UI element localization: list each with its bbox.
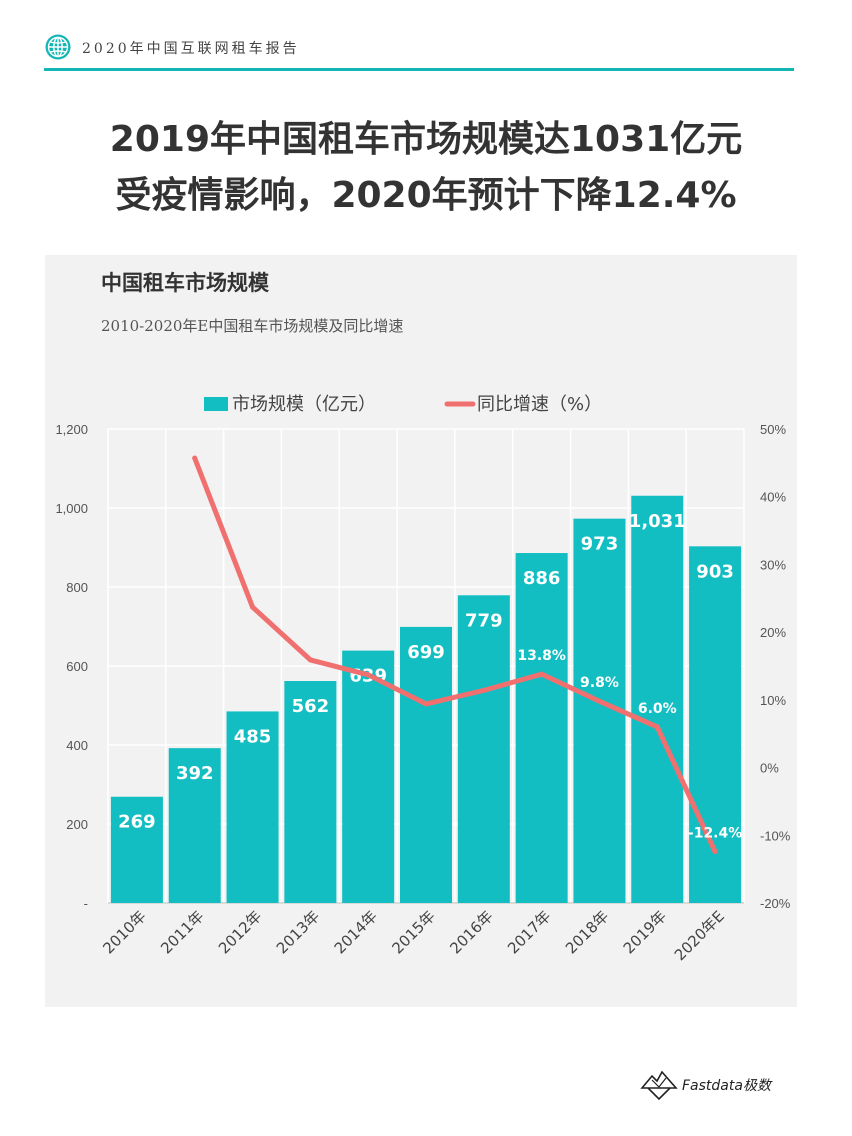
combo-chart: - 200 400 600 800 1,000 1,200 -20% -10% 0% 10% 20% 3… — [55, 394, 791, 964]
x-tick-label: 2019年 — [620, 907, 670, 957]
bar — [342, 650, 395, 903]
y-right-tick-label: 0% — [760, 761, 779, 776]
bar-value-label: 973 — [581, 534, 619, 555]
x-tick-label: 2010年 — [99, 907, 149, 957]
logo-text: Fastdata极数 — [682, 1078, 771, 1094]
chart-title: 中国租车市场规模 — [101, 271, 269, 295]
bar — [689, 546, 742, 903]
report-title: 2020年中国互联网租车报告 — [82, 41, 300, 57]
bar-value-label: 562 — [292, 696, 330, 717]
y-left-tick-label: - — [84, 896, 88, 911]
bar-value-label: 779 — [465, 610, 503, 631]
bar-value-label: 1,031 — [629, 511, 686, 532]
bar — [515, 553, 568, 903]
growth-rate-line — [192, 455, 718, 855]
line-value-label: 13.8% — [517, 648, 566, 664]
chart-panel: 中国租车市场规模 2010-2020年E中国租车市场规模及同比增速 - 200 40… — [45, 255, 797, 1007]
legend-line-label: 同比增速（%） — [477, 394, 602, 415]
line-value-label: 9.8% — [580, 675, 619, 691]
line-point — [712, 849, 718, 855]
mountain-logo-icon — [640, 1070, 678, 1101]
report-header: 2020年中国互联网租车报告 — [44, 30, 794, 72]
line-point — [481, 687, 487, 693]
x-tick-label: 2020年E — [671, 907, 728, 964]
line-point — [192, 455, 198, 461]
headline-line-2: 受疫情影响，2020年预计下降12.4% — [115, 175, 737, 216]
bar-value-label: 699 — [407, 642, 445, 663]
header-divider — [44, 68, 794, 71]
y-right-tick-label: -20% — [760, 896, 791, 911]
line-value-label: 6.0% — [638, 701, 677, 717]
x-tick-label: 2014年 — [331, 907, 381, 957]
headline-line-1: 2019年中国租车市场规模达1031亿元 — [109, 119, 743, 160]
headline: 2019年中国租车市场规模达1031亿元 受疫情影响，2020年预计下降12.4… — [0, 112, 852, 224]
y-right-tick-label: -10% — [760, 828, 791, 843]
y-left-tick-label: 1,200 — [55, 422, 88, 437]
y-left-tick-label: 800 — [66, 580, 88, 595]
x-tick-label: 2013年 — [273, 907, 323, 957]
x-tick-label: 2016年 — [446, 907, 496, 957]
bar-value-label: 886 — [523, 568, 561, 589]
line-point — [365, 672, 371, 678]
y-right-tick-label: 10% — [760, 693, 786, 708]
y-left-tick-label: 600 — [66, 659, 88, 674]
line-point — [423, 701, 429, 707]
bar-value-label: 903 — [696, 561, 734, 582]
y-left-tick-label: 400 — [66, 738, 88, 753]
line-point — [307, 657, 313, 663]
x-tick-label: 2018年 — [562, 907, 612, 957]
y-left-tick-label: 1,000 — [55, 501, 88, 516]
y-right-tick-label: 40% — [760, 490, 786, 505]
x-tick-label: 2015年 — [388, 907, 438, 957]
x-tick-label: 2011年 — [157, 907, 207, 957]
line-point — [596, 698, 602, 704]
y-left-tick-label: 200 — [66, 817, 88, 832]
y-right-tick-label: 50% — [760, 422, 786, 437]
legend-bar-label: 市场规模（亿元） — [232, 394, 376, 415]
bar-value-label: 485 — [234, 726, 272, 747]
y-right-tick-label: 20% — [760, 625, 786, 640]
line-point — [654, 724, 660, 730]
globe-icon — [45, 34, 71, 60]
bar-value-label: 392 — [176, 763, 214, 784]
x-tick-label: 2017年 — [504, 907, 554, 957]
line-point — [539, 671, 545, 677]
bar — [226, 711, 279, 903]
bar — [457, 595, 510, 903]
legend-bar-swatch — [204, 397, 228, 411]
chart-subtitle: 2010-2020年E中国租车市场规模及同比增速 — [101, 317, 404, 335]
bar — [284, 681, 337, 903]
bar — [400, 626, 452, 903]
x-tick-label: 2012年 — [215, 907, 265, 957]
bar — [110, 796, 163, 903]
y-right-tick-label: 30% — [760, 557, 786, 572]
bar-value-label: 269 — [118, 812, 156, 833]
bar — [631, 495, 684, 903]
bar — [168, 748, 221, 903]
line-point — [250, 604, 256, 610]
fastdata-logo: Fastdata极数 — [640, 1066, 800, 1102]
line-value-label: -12.4% — [688, 826, 742, 842]
